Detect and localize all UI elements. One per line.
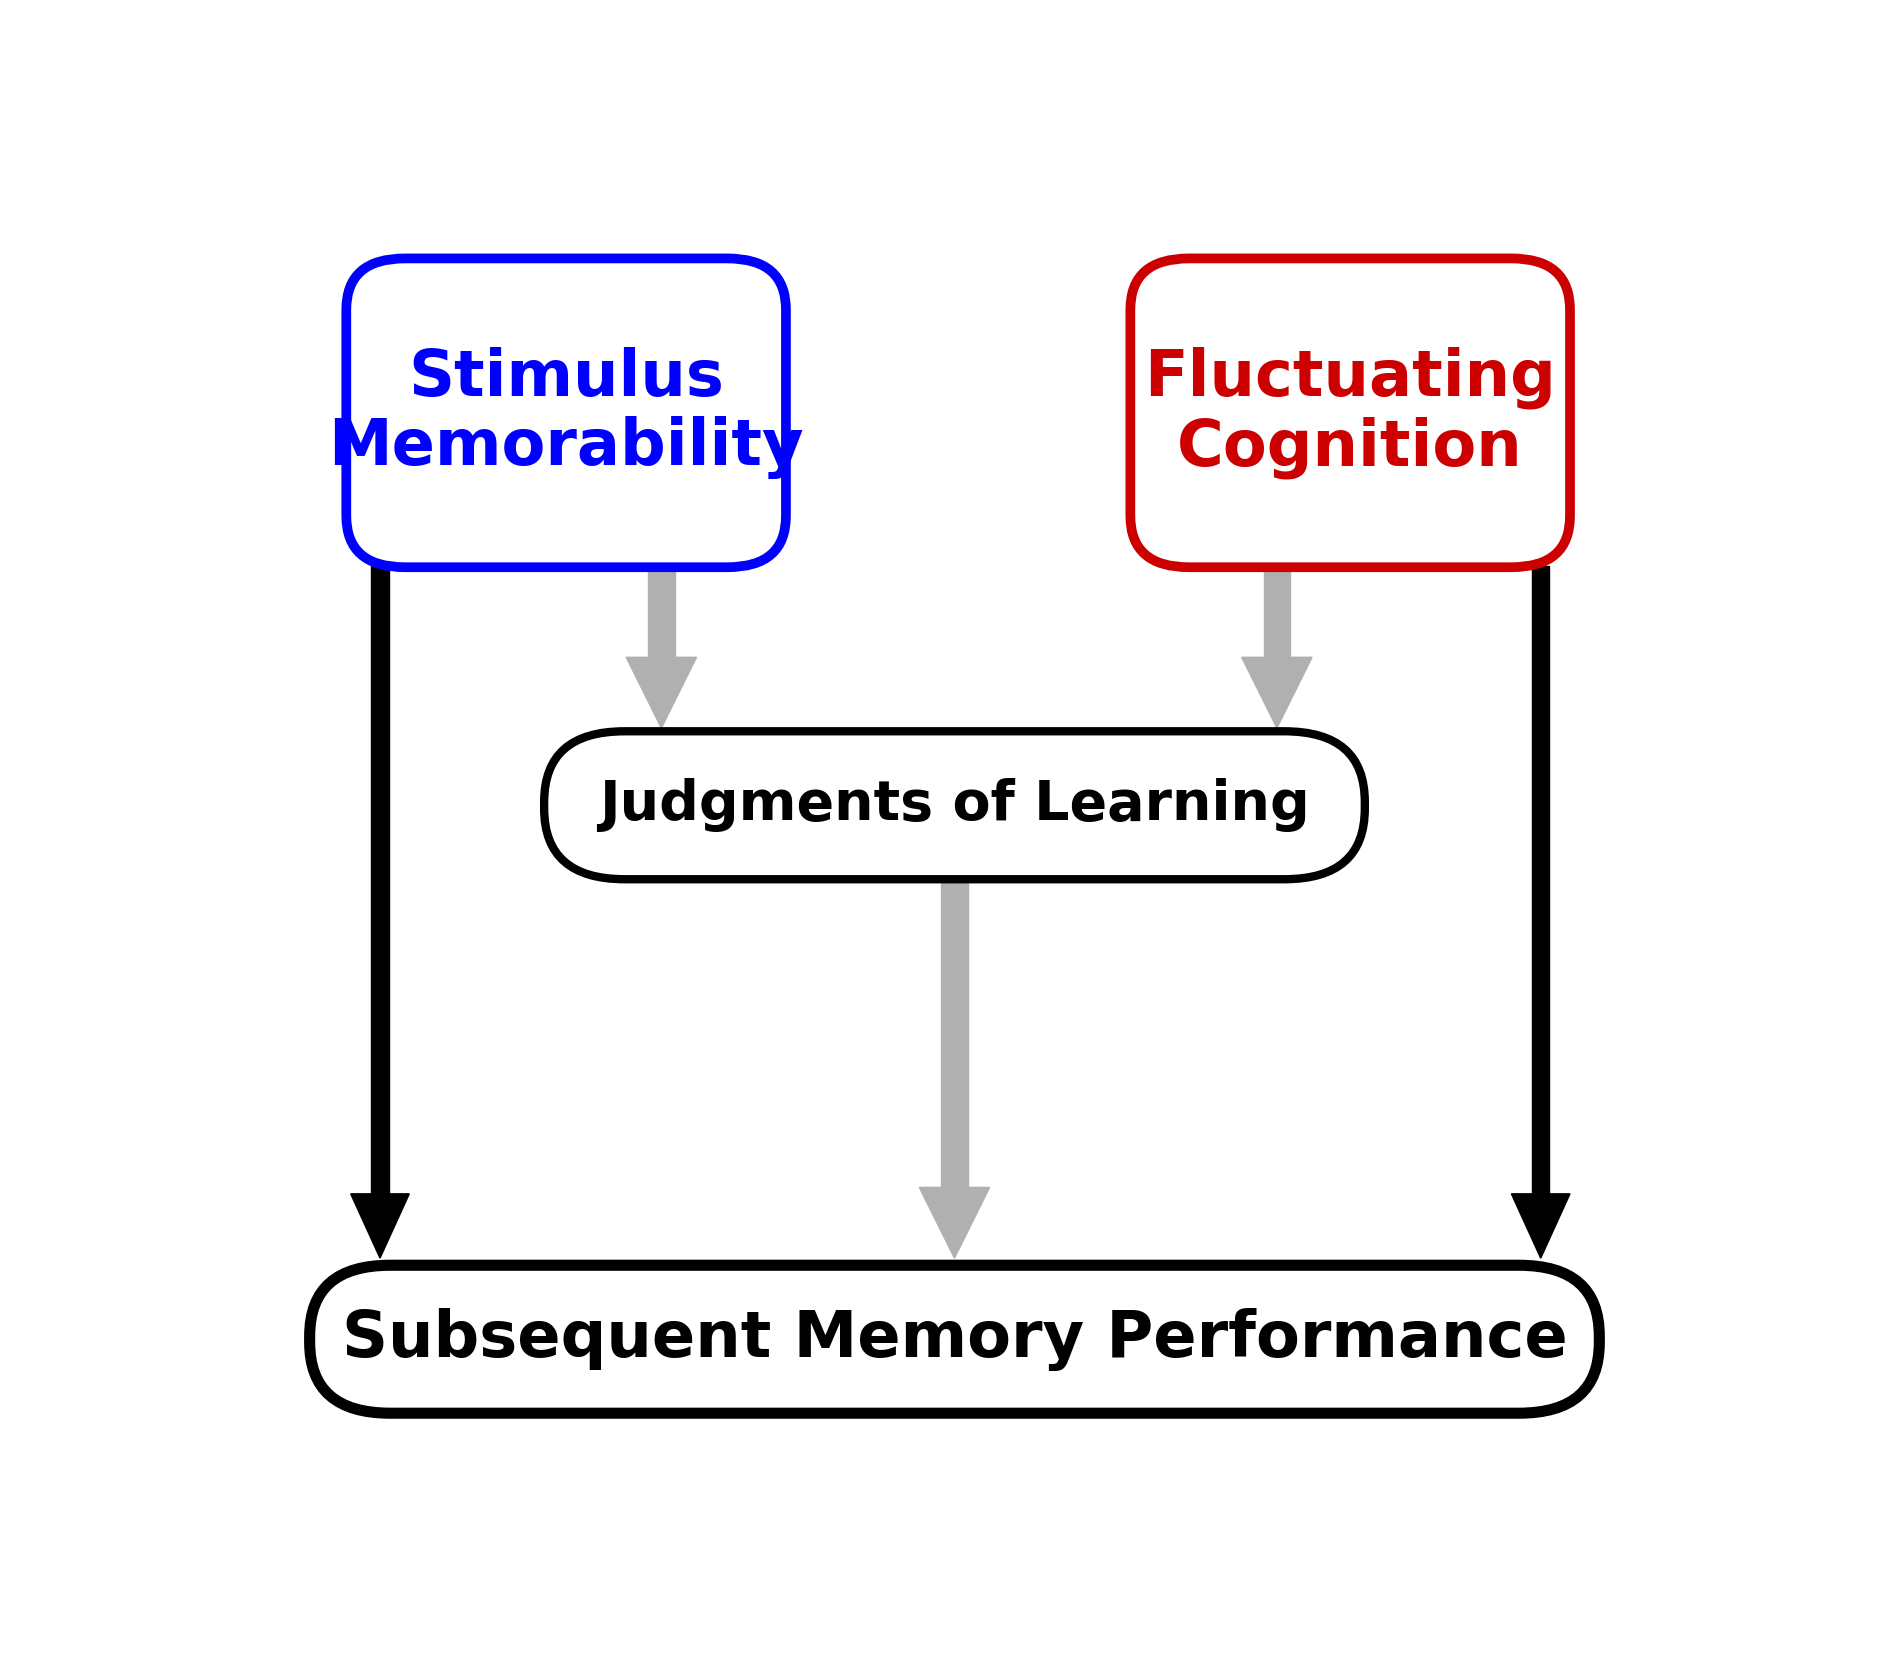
Bar xyxy=(942,879,968,1188)
FancyBboxPatch shape xyxy=(1131,259,1570,566)
Bar xyxy=(1532,566,1549,1193)
FancyBboxPatch shape xyxy=(346,259,787,566)
Text: Judgments of Learning: Judgments of Learning xyxy=(599,779,1310,832)
FancyBboxPatch shape xyxy=(545,732,1365,879)
Bar xyxy=(371,566,390,1193)
Text: Stimulus
Memorability: Stimulus Memorability xyxy=(329,346,804,480)
Text: Fluctuating
Cognition: Fluctuating Cognition xyxy=(1144,346,1556,480)
Bar xyxy=(649,566,675,657)
Polygon shape xyxy=(626,657,696,729)
Polygon shape xyxy=(1242,657,1312,729)
Text: Subsequent Memory Performance: Subsequent Memory Performance xyxy=(342,1308,1568,1370)
Polygon shape xyxy=(1511,1193,1570,1258)
Bar xyxy=(1263,566,1290,657)
FancyBboxPatch shape xyxy=(310,1265,1600,1414)
Polygon shape xyxy=(919,1188,989,1258)
Polygon shape xyxy=(350,1193,408,1258)
